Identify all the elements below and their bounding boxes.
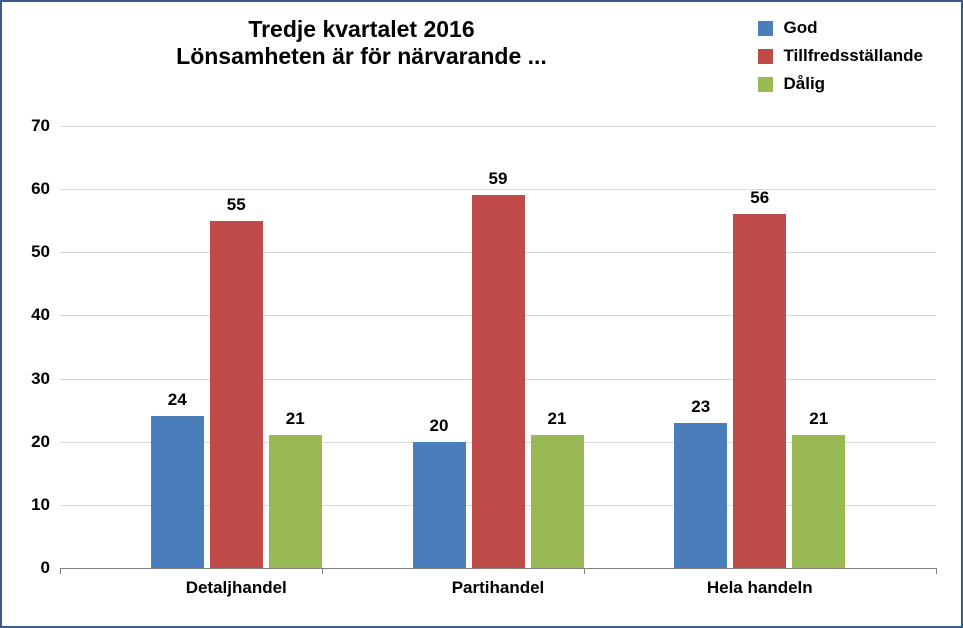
- gridline: [60, 126, 936, 127]
- legend-swatch-dalig: [758, 77, 773, 92]
- bar: 59: [472, 195, 525, 568]
- chart-title: Tredje kvartalet 2016 Lönsamheten är för…: [2, 16, 721, 70]
- chart-frame: Tredje kvartalet 2016 Lönsamheten är för…: [0, 0, 963, 628]
- legend-label-god: God: [783, 18, 817, 38]
- legend-item-tillfredsstallande: Tillfredsställande: [758, 46, 923, 66]
- x-tick: [936, 568, 937, 574]
- x-tick: [584, 568, 585, 574]
- bar-value-label: 59: [489, 169, 508, 195]
- bar-value-label: 20: [430, 416, 449, 442]
- bar: 21: [531, 435, 584, 568]
- y-tick-label: 0: [41, 558, 60, 578]
- legend-item-dalig: Dålig: [758, 74, 923, 94]
- bar-value-label: 55: [227, 195, 246, 221]
- bar-value-label: 21: [809, 409, 828, 435]
- bar: 21: [269, 435, 322, 568]
- y-tick-label: 70: [31, 116, 60, 136]
- plot-area: 010203040506070Detaljhandel245521Partiha…: [60, 126, 936, 568]
- y-tick-label: 60: [31, 179, 60, 199]
- bar-value-label: 24: [168, 390, 187, 416]
- legend-swatch-god: [758, 21, 773, 36]
- legend: God Tillfredsställande Dålig: [758, 18, 923, 102]
- y-tick-label: 10: [31, 495, 60, 515]
- x-category-label: Partihandel: [452, 568, 545, 598]
- bar: 55: [210, 221, 263, 568]
- bar: 56: [733, 214, 786, 568]
- y-tick-label: 50: [31, 242, 60, 262]
- chart-title-line-1: Tredje kvartalet 2016: [2, 16, 721, 43]
- legend-label-dalig: Dålig: [783, 74, 825, 94]
- x-tick: [60, 568, 61, 574]
- legend-item-god: God: [758, 18, 923, 38]
- x-category-label: Hela handeln: [707, 568, 813, 598]
- y-tick-label: 20: [31, 432, 60, 452]
- bar: 20: [413, 442, 466, 568]
- legend-swatch-tillfredsstallande: [758, 49, 773, 64]
- y-tick-label: 30: [31, 369, 60, 389]
- bar-value-label: 21: [286, 409, 305, 435]
- x-tick: [322, 568, 323, 574]
- bar-value-label: 23: [691, 397, 710, 423]
- bar: 23: [674, 423, 727, 568]
- bar: 21: [792, 435, 845, 568]
- bar-value-label: 21: [548, 409, 567, 435]
- chart-title-line-2: Lönsamheten är för närvarande ...: [2, 43, 721, 70]
- y-tick-label: 40: [31, 305, 60, 325]
- x-category-label: Detaljhandel: [186, 568, 287, 598]
- bar-value-label: 56: [750, 188, 769, 214]
- legend-label-tillfredsstallande: Tillfredsställande: [783, 46, 923, 66]
- bar: 24: [151, 416, 204, 568]
